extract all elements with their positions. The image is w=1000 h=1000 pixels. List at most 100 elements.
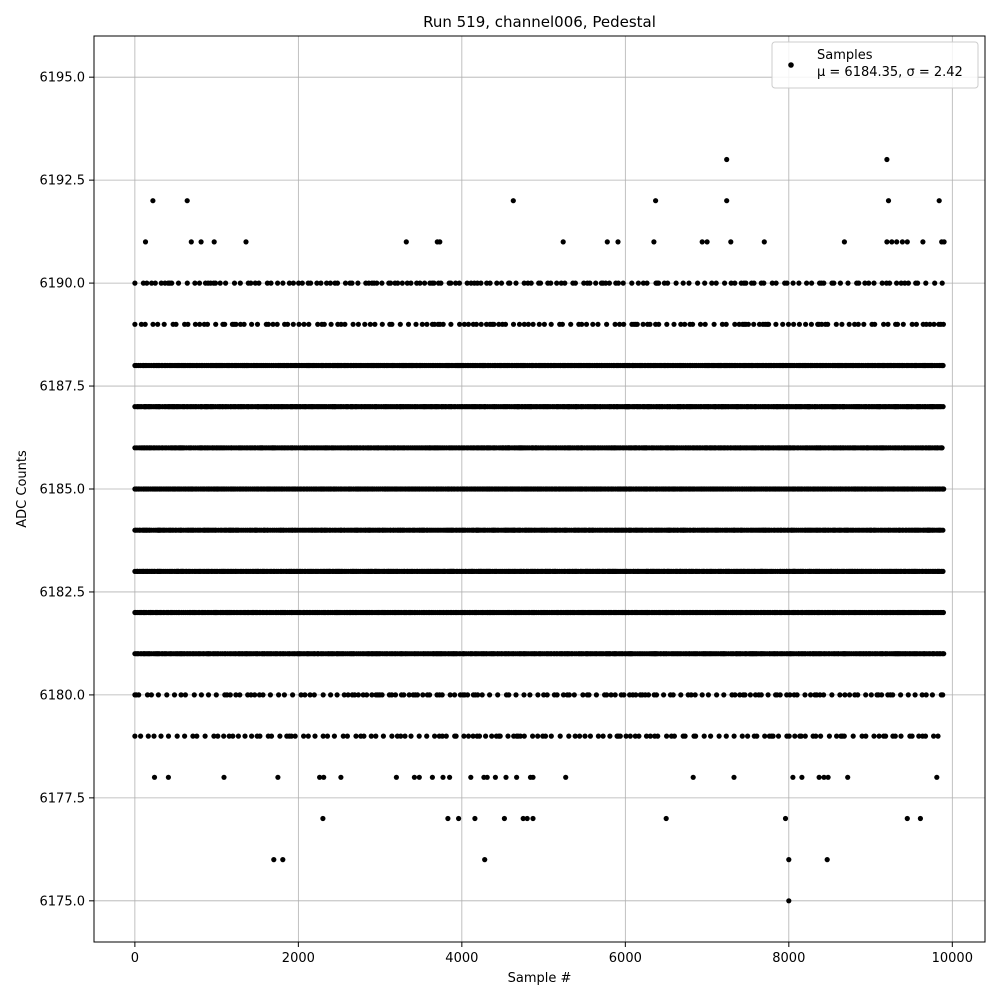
scatter-point — [473, 321, 479, 327]
scatter-point — [513, 692, 519, 698]
scatter-point — [892, 733, 898, 739]
scatter-point — [708, 733, 714, 739]
scatter-point — [890, 692, 896, 698]
scatter-point — [191, 692, 197, 698]
scatter-point — [314, 280, 320, 286]
scatter-point — [833, 321, 839, 327]
scatter-point — [349, 280, 355, 286]
scatter-point — [634, 321, 640, 327]
scatter-point — [940, 362, 946, 369]
scatter-point — [604, 692, 610, 698]
scatter-point — [536, 321, 542, 327]
scatter-point — [796, 321, 803, 327]
scatter-point — [184, 280, 190, 286]
scatter-point — [447, 692, 453, 698]
scatter-point — [138, 321, 144, 327]
scatter-point — [461, 733, 467, 739]
scatter-point — [320, 692, 326, 698]
scatter-point — [898, 692, 904, 698]
scatter-point — [324, 733, 331, 739]
scatter-point — [568, 321, 574, 327]
scatter-point — [653, 692, 660, 698]
scatter-point — [439, 733, 445, 739]
scatter-point — [861, 321, 867, 327]
scatter-point — [792, 733, 798, 739]
scatter-point — [368, 733, 374, 739]
scatter-point — [298, 692, 304, 698]
scatter-point — [264, 280, 270, 286]
scatter-point — [213, 692, 219, 698]
scatter-point — [620, 280, 626, 286]
scatter-point — [714, 692, 720, 698]
scatter-point — [194, 733, 200, 739]
scatter-point — [192, 280, 198, 286]
scatter-point — [527, 692, 533, 698]
scatter-point — [443, 733, 449, 739]
scatter-point — [355, 692, 361, 698]
scatter-point — [169, 280, 175, 286]
scatter-point — [495, 692, 501, 698]
scatter-point — [905, 692, 911, 698]
scatter-point — [871, 733, 877, 739]
scatter-point — [868, 692, 874, 698]
scatter-point — [288, 733, 294, 739]
scatter-point — [842, 692, 848, 698]
scatter-point — [876, 733, 882, 739]
scatter-point — [931, 321, 937, 327]
scatter-point — [453, 280, 459, 286]
scatter-point — [315, 321, 321, 327]
scatter-point — [671, 733, 678, 739]
scatter-point — [465, 733, 472, 739]
scatter-point — [879, 692, 885, 698]
scatter-point — [802, 733, 808, 739]
scatter-point — [389, 733, 395, 739]
scatter-point — [427, 692, 433, 698]
scatter-point — [705, 692, 712, 698]
scatter-point — [923, 692, 929, 698]
scatter-point — [379, 692, 385, 698]
scatter-point — [369, 692, 375, 698]
scatter-point — [350, 321, 356, 327]
scatter-point — [664, 733, 670, 739]
scatter-point — [241, 321, 247, 327]
scatter-point — [182, 733, 188, 739]
scatter-point — [517, 733, 524, 739]
scatter-point — [431, 321, 438, 327]
scatter-point — [542, 733, 549, 739]
scatter-point — [919, 692, 925, 698]
scatter-point — [267, 692, 273, 698]
scatter-point — [414, 692, 421, 698]
scatter-point — [307, 692, 313, 698]
scatter-point — [579, 321, 585, 327]
scatter-point — [560, 692, 567, 698]
scatter-point — [380, 733, 386, 739]
scatter-point — [362, 321, 368, 327]
scatter-point — [931, 733, 937, 739]
scatter-point — [285, 321, 291, 327]
scatter-point — [621, 321, 627, 327]
scatter-point — [510, 321, 517, 327]
scatter-point — [786, 733, 792, 739]
scatter-point — [607, 733, 613, 739]
scatter-point — [745, 321, 752, 327]
scatter-point — [334, 692, 340, 698]
scatter-point — [688, 692, 694, 698]
scatter-point — [145, 733, 151, 739]
scatter-point — [497, 733, 503, 739]
scatter-point — [136, 692, 142, 698]
scatter-point — [719, 321, 726, 327]
scatter-point — [909, 321, 915, 327]
scatter-point — [682, 733, 688, 739]
scatter-point — [440, 321, 446, 327]
scatter-point — [711, 321, 717, 327]
scatter-point — [791, 321, 797, 327]
scatter-point — [397, 321, 403, 327]
scatter-point — [548, 280, 554, 286]
scatter-point — [413, 321, 419, 327]
scatter-point — [249, 321, 255, 327]
scatter-point — [627, 733, 633, 739]
scatter-point — [941, 486, 947, 492]
scatter-point — [692, 692, 698, 698]
scatter-point — [144, 692, 151, 698]
scatter-point — [747, 692, 754, 698]
